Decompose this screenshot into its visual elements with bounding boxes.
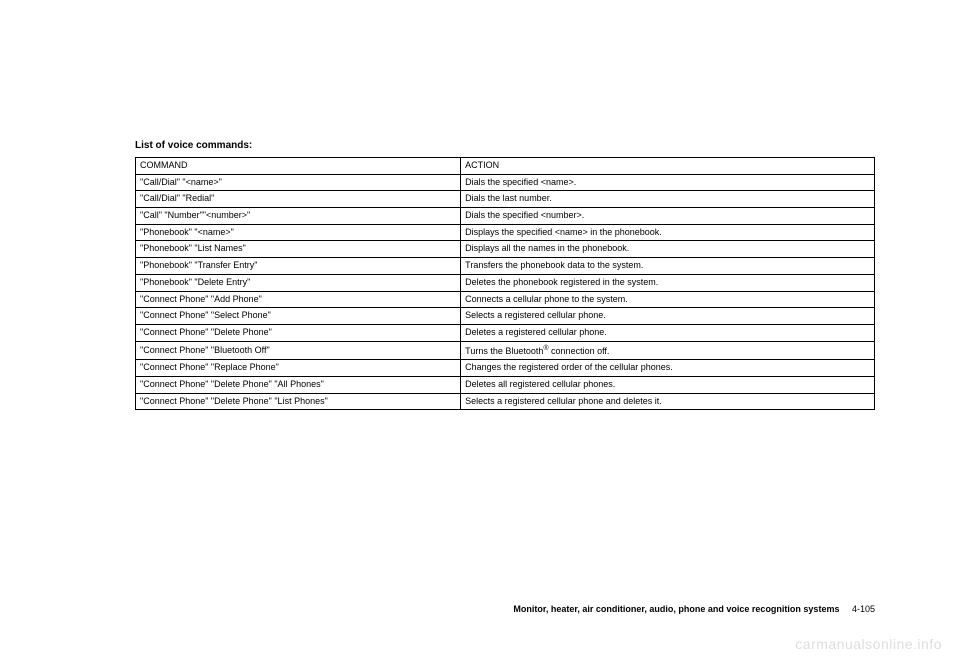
action-cell: Deletes all registered cellular phones. [461, 376, 875, 393]
command-cell: "Call/Dial" "<name>" [136, 174, 461, 191]
action-cell: Turns the Bluetooth® connection off. [461, 341, 875, 360]
command-cell: "Connect Phone" "Delete Phone" [136, 324, 461, 341]
command-cell: "Phonebook" "Transfer Entry" [136, 258, 461, 275]
watermark-text: carmanualsonline.info [795, 636, 942, 652]
commands-tbody: COMMANDACTION "Call/Dial" "<name>"Dials … [136, 158, 875, 410]
footer-page-number: 4-105 [852, 604, 875, 614]
command-cell: "Phonebook" "List Names" [136, 241, 461, 258]
command-cell: COMMAND [136, 158, 461, 175]
action-cell: Dials the specified <number>. [461, 208, 875, 225]
table-row: "Call/Dial" "<name>"Dials the specified … [136, 174, 875, 191]
command-cell: "Phonebook" "Delete Entry" [136, 274, 461, 291]
table-row: "Connect Phone" "Add Phone"Connects a ce… [136, 291, 875, 308]
action-cell: Displays all the names in the phonebook. [461, 241, 875, 258]
command-cell: "Connect Phone" "Select Phone" [136, 308, 461, 325]
table-row: "Connect Phone" "Replace Phone"Changes t… [136, 360, 875, 377]
command-cell: "Call" "Number""<number>" [136, 208, 461, 225]
table-row: "Phonebook" "Delete Entry"Deletes the ph… [136, 274, 875, 291]
table-row: "Connect Phone" "Select Phone"Selects a … [136, 308, 875, 325]
action-cell: Selects a registered cellular phone. [461, 308, 875, 325]
table-row: "Phonebook" "Transfer Entry"Transfers th… [136, 258, 875, 275]
command-cell: "Connect Phone" "Add Phone" [136, 291, 461, 308]
action-cell: Transfers the phonebook data to the syst… [461, 258, 875, 275]
table-row: "Connect Phone" "Bluetooth Off"Turns the… [136, 341, 875, 360]
footer-section-label: Monitor, heater, air conditioner, audio,… [513, 604, 839, 614]
table-row: "Call" "Number""<number>"Dials the speci… [136, 208, 875, 225]
table-row: "Phonebook" "<name>"Displays the specifi… [136, 224, 875, 241]
table-row: "Connect Phone" "Delete Phone" "List Pho… [136, 393, 875, 410]
table-row: COMMANDACTION [136, 158, 875, 175]
table-row: "Call/Dial" "Redial"Dials the last numbe… [136, 191, 875, 208]
command-cell: "Connect Phone" "Delete Phone" "List Pho… [136, 393, 461, 410]
table-row: "Connect Phone" "Delete Phone"Deletes a … [136, 324, 875, 341]
action-cell: ACTION [461, 158, 875, 175]
action-cell: Connects a cellular phone to the system. [461, 291, 875, 308]
command-cell: "Connect Phone" "Delete Phone" "All Phon… [136, 376, 461, 393]
action-cell: Dials the specified <name>. [461, 174, 875, 191]
command-cell: "Connect Phone" "Bluetooth Off" [136, 341, 461, 360]
table-row: "Phonebook" "List Names"Displays all the… [136, 241, 875, 258]
action-cell: Deletes the phonebook registered in the … [461, 274, 875, 291]
action-cell: Changes the registered order of the cell… [461, 360, 875, 377]
action-cell: Selects a registered cellular phone and … [461, 393, 875, 410]
action-cell: Deletes a registered cellular phone. [461, 324, 875, 341]
registered-symbol: ® [543, 345, 548, 352]
table-row: "Connect Phone" "Delete Phone" "All Phon… [136, 376, 875, 393]
command-cell: "Phonebook" "<name>" [136, 224, 461, 241]
command-cell: "Connect Phone" "Replace Phone" [136, 360, 461, 377]
action-cell: Displays the specified <name> in the pho… [461, 224, 875, 241]
page-heading: List of voice commands: [135, 140, 875, 151]
command-cell: "Call/Dial" "Redial" [136, 191, 461, 208]
commands-table: COMMANDACTION "Call/Dial" "<name>"Dials … [135, 157, 875, 410]
action-cell: Dials the last number. [461, 191, 875, 208]
page-footer: Monitor, heater, air conditioner, audio,… [513, 604, 875, 614]
